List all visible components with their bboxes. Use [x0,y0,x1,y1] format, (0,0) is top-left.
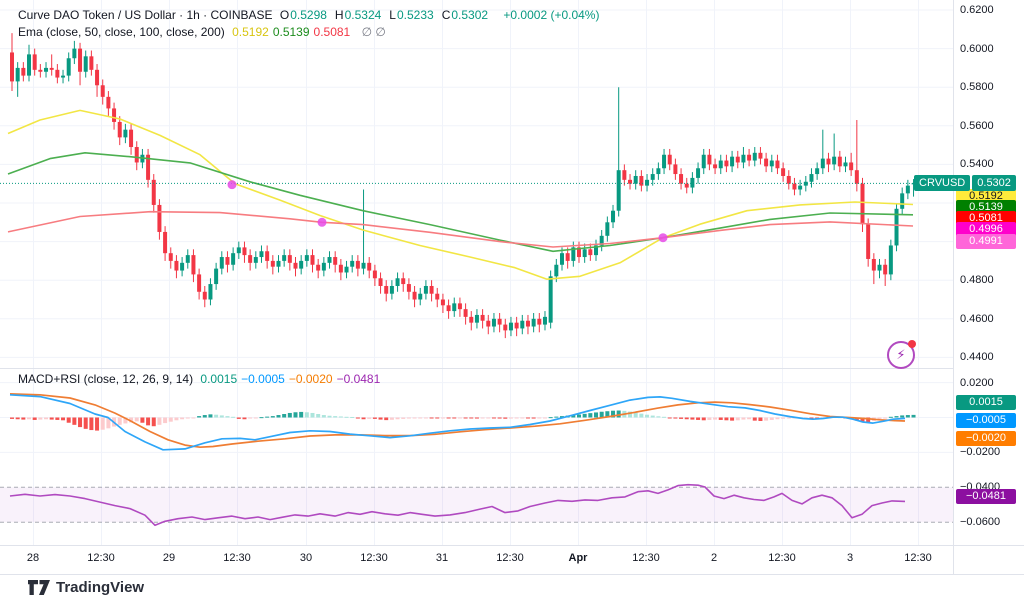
change-value: +0.0002 (+0.04%) [503,8,600,22]
tradingview-logo-text: TradingView [56,579,145,596]
time-axis-label: 12:30 [223,552,251,564]
time-axis-label: 3 [846,552,854,564]
ohlc-item: L0.5233 [389,8,434,22]
lightning-icon: ⚡ [896,347,906,362]
axis-value-badge: −0.0481 [956,488,1016,504]
axis-value-badge: −0.0005 [956,412,1016,428]
price-tick-label: 0.4800 [960,274,994,287]
macd-legend[interactable]: MACD+RSI (close, 12, 26, 9, 14) 0.0015 −0… [18,371,388,388]
symbol-title: Curve DAO Token / US Dollar · 1h · COINB… [18,8,273,22]
price-tick-label: 0.4400 [960,351,994,364]
price-tick-label: 0.5600 [960,119,994,132]
chart-bottom-border [0,574,1024,575]
price-tick-label: 0.6200 [960,4,994,16]
price-axis[interactable] [953,0,954,575]
macd-legend-title: MACD+RSI (close, 12, 26, 9, 14) [18,372,194,386]
axis-value-badge: 0.4991 [956,233,1016,249]
tradingview-logo-icon [28,580,50,595]
time-axis-label: 31 [435,552,449,564]
indicator-tick-label: 0.0200 [960,376,994,389]
ema-value: 0.5192 [232,25,269,39]
time-axis-label: 29 [162,552,176,564]
time-axis[interactable] [0,545,1024,546]
time-axis-label: 12:30 [904,552,932,564]
price-tick-label: 0.6000 [960,42,994,55]
time-axis-label: 30 [299,552,313,564]
ema-values: 0.5192 0.5139 0.5081 [232,25,354,39]
ema-legend-title: Ema (close, 50, close, 100, close, 200) [18,25,225,39]
price-tick-label: 0.5400 [960,158,994,171]
price-tick-label: 0.4600 [960,312,994,325]
ema-cross-marker [227,180,237,190]
ohlc-item: C0.5302 [441,8,489,22]
time-axis-label: 12:30 [360,552,388,564]
current-price-badge: CRVUSD 0.5302 [914,175,1016,191]
macd-value: −0.0020 [288,372,333,386]
current-symbol-label: CRVUSD [914,175,971,191]
ohlc-item: H0.5324 [334,8,382,22]
price-tick-label: 0.5800 [960,81,994,94]
time-axis-label: 2 [710,552,718,564]
ohlc-values: O0.5298 H0.5324 L0.5233 C0.5302 [280,8,496,22]
ema-cross-marker [317,217,327,227]
ema-legend[interactable]: Ema (close, 50, close, 100, close, 200) … [18,24,390,41]
macd-value: −0.0005 [241,372,285,386]
axis-value-badge: 0.4996 [956,222,1016,237]
tradingview-attribution[interactable]: TradingView [28,579,144,596]
axis-value-badge: −0.0020 [956,430,1016,446]
macd-values: 0.0015 −0.0005 −0.0020 −0.0481 [200,372,384,386]
symbol-legend[interactable]: Curve DAO Token / US Dollar · 1h · COINB… [18,7,603,24]
current-price-label: 0.5302 [972,175,1016,191]
time-axis-label: 12:30 [632,552,660,564]
ema-empty-slots: ∅ ∅ [361,25,386,39]
macd-value: −0.0481 [336,372,381,386]
ohlc-item: O0.5298 [279,8,327,22]
axis-value-badge: 0.5081 [956,210,1016,226]
ema-cross-marker [658,233,668,243]
time-axis-label: Apr [568,552,588,564]
notification-dot-icon [908,340,916,348]
axis-value-badge: 0.0015 [956,394,1016,410]
macd-value: 0.0015 [200,372,238,386]
ema-value: 0.5139 [272,25,310,39]
time-axis-label: 28 [26,552,40,564]
time-axis-label: 12:30 [768,552,796,564]
indicator-tick-label: −0.0200 [960,446,1001,459]
time-axis-label: 12:30 [496,552,524,564]
ema-value: 0.5081 [313,25,351,39]
indicator-tick-label: −0.0600 [960,516,1001,529]
time-axis-label: 12:30 [87,552,115,564]
